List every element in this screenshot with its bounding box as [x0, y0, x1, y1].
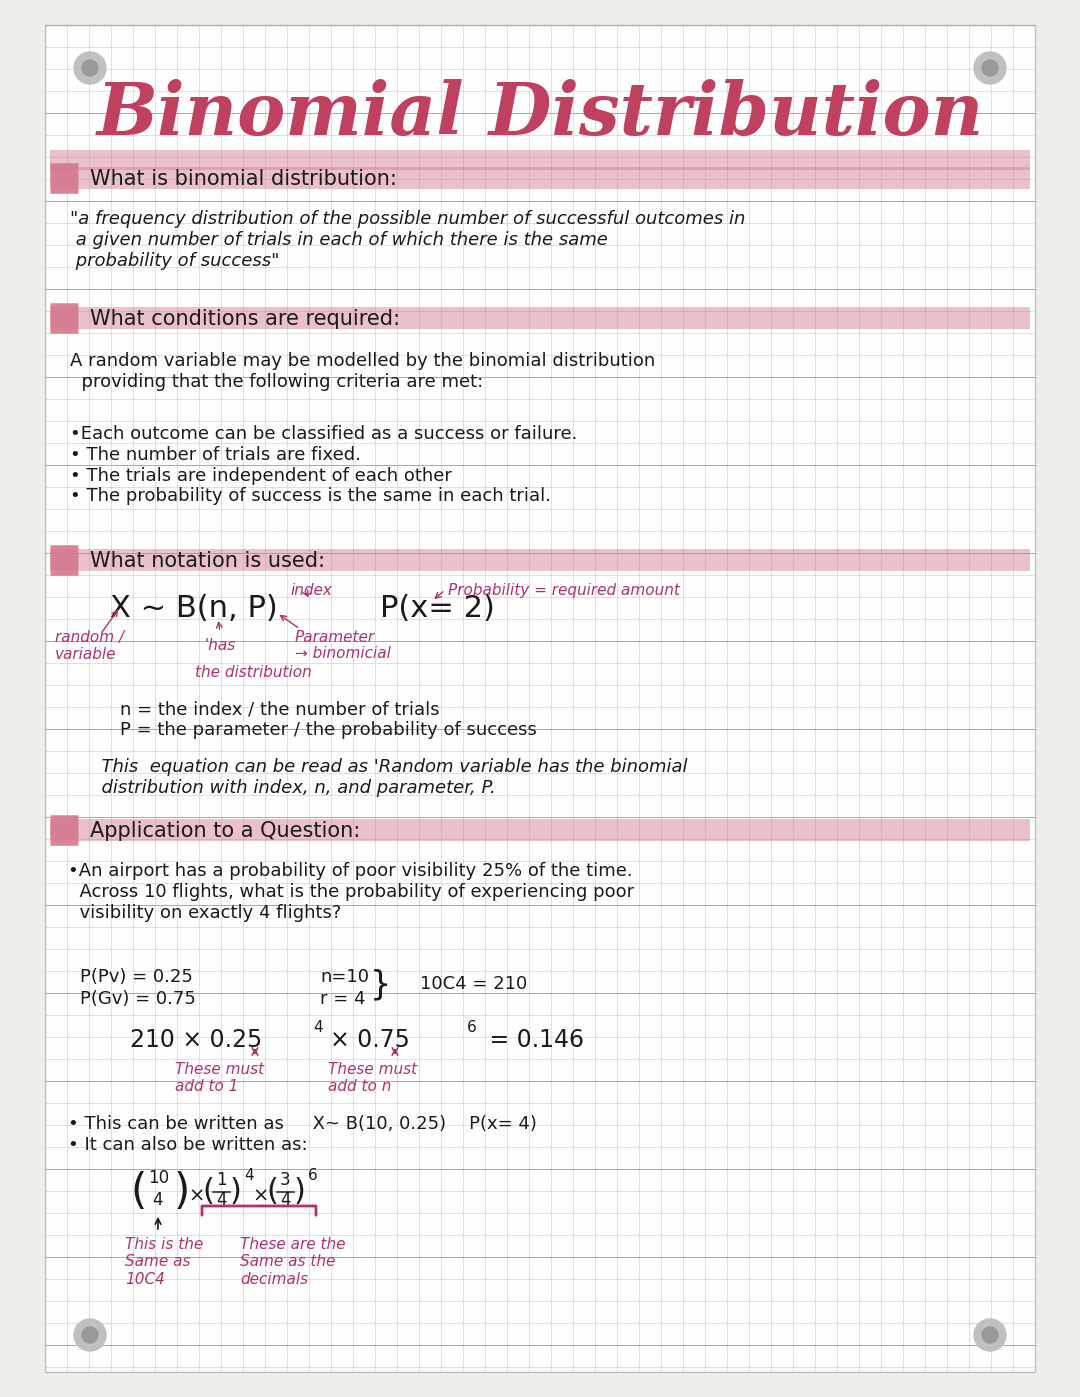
Text: the distribution: the distribution: [195, 665, 312, 680]
Text: 4: 4: [280, 1192, 291, 1208]
Circle shape: [82, 1327, 98, 1343]
Text: Probability = required amount: Probability = required amount: [448, 583, 680, 598]
Text: X ~ B(n, P): X ~ B(n, P): [110, 594, 278, 623]
Text: 4: 4: [313, 1020, 323, 1035]
Text: ): ): [294, 1178, 306, 1207]
Text: 10C4 = 210: 10C4 = 210: [420, 975, 527, 993]
Circle shape: [974, 52, 1005, 84]
Bar: [50, 149, 1030, 170]
Text: A random variable may be modelled by the binomial distribution
  providing that : A random variable may be modelled by the…: [70, 352, 656, 391]
Text: Parameter: Parameter: [295, 630, 375, 645]
Text: What conditions are required:: What conditions are required:: [90, 309, 400, 330]
Text: (: (: [130, 1171, 146, 1213]
Text: random /
variable: random / variable: [55, 630, 124, 662]
Text: (: (: [266, 1178, 278, 1207]
Text: 4: 4: [216, 1192, 227, 1208]
Text: 4: 4: [152, 1192, 162, 1208]
Text: These must
add to 1: These must add to 1: [175, 1062, 265, 1094]
Text: index: index: [291, 583, 332, 598]
Circle shape: [982, 60, 998, 75]
Circle shape: [974, 1319, 1005, 1351]
Circle shape: [75, 1319, 106, 1351]
Text: = 0.146: = 0.146: [482, 1028, 584, 1052]
Text: 4: 4: [244, 1168, 254, 1183]
Text: What is binomial distribution:: What is binomial distribution:: [90, 169, 396, 189]
Circle shape: [982, 1327, 998, 1343]
Text: 'has: 'has: [205, 638, 237, 652]
Circle shape: [82, 60, 98, 75]
Text: What notation is used:: What notation is used:: [90, 550, 325, 571]
Bar: [50, 549, 1030, 571]
Text: 6: 6: [308, 1168, 318, 1183]
Circle shape: [75, 52, 106, 84]
Text: •An airport has a probability of poor visibility 25% of the time.
  Across 10 fl: •An airport has a probability of poor vi…: [68, 862, 634, 922]
Text: Application to a Question:: Application to a Question:: [90, 821, 361, 841]
Text: ): ): [174, 1171, 190, 1213]
Text: ): ): [230, 1178, 242, 1207]
Text: P(x= 2): P(x= 2): [380, 594, 495, 623]
Text: P(Gv) = 0.75: P(Gv) = 0.75: [80, 990, 195, 1009]
Text: 6: 6: [467, 1020, 476, 1035]
Text: n = the index / the number of trials
P = the parameter / the probability of succ: n = the index / the number of trials P =…: [120, 700, 537, 739]
Text: × 0.75: × 0.75: [330, 1028, 410, 1052]
Text: "a frequency distribution of the possible number of successful outcomes in
 a gi: "a frequency distribution of the possibl…: [70, 210, 745, 270]
Text: r = 4: r = 4: [320, 990, 365, 1009]
Text: Binomial Distribution: Binomial Distribution: [96, 80, 984, 151]
Text: → binomicial: → binomicial: [295, 645, 391, 661]
Text: (: (: [202, 1178, 214, 1207]
Text: 210 × 0.25: 210 × 0.25: [130, 1028, 262, 1052]
Text: 10: 10: [148, 1169, 170, 1187]
Bar: [50, 168, 1030, 189]
Text: P(Pv) = 0.25: P(Pv) = 0.25: [80, 968, 193, 986]
Text: n=10: n=10: [320, 968, 369, 986]
Text: This is the
Same as
10C4: This is the Same as 10C4: [125, 1236, 203, 1287]
Bar: [50, 307, 1030, 330]
Text: }: }: [370, 968, 391, 1002]
Text: These are the
Same as the
decimals: These are the Same as the decimals: [240, 1236, 346, 1287]
Bar: [50, 819, 1030, 841]
Text: ×: ×: [188, 1186, 204, 1206]
Text: ×: ×: [252, 1186, 268, 1206]
Text: 1: 1: [216, 1171, 227, 1189]
Text: •Each outcome can be classified as a success or failure.
• The number of trials : •Each outcome can be classified as a suc…: [70, 425, 578, 506]
Text: • This can be written as     X~ B(10, 0.25)    P(x= 4)
• It can also be written : • This can be written as X~ B(10, 0.25) …: [68, 1115, 537, 1154]
Text: These must
add to n: These must add to n: [328, 1062, 417, 1094]
Text: This  equation can be read as 'Random variable has the binomial
  distribution w: This equation can be read as 'Random var…: [90, 759, 688, 796]
Text: 3: 3: [280, 1171, 291, 1189]
